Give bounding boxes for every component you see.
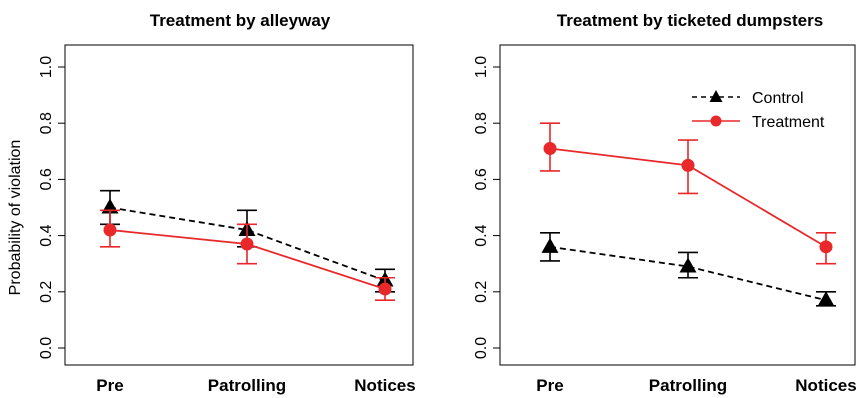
data-point-circle <box>543 141 557 155</box>
x-tick-label: Notices <box>354 376 415 395</box>
data-point-circle <box>819 240 833 254</box>
series-treatment <box>540 122 836 265</box>
chart-panel-2: Treatment by ticketed dumpsters 0.0 0.2 0.4… <box>473 11 857 395</box>
y-tick-label: 0.8 <box>473 112 490 134</box>
data-point-circle <box>103 223 117 237</box>
y-tick-label: 0.4 <box>38 224 55 246</box>
y-axis-label: Probability of violation <box>7 140 24 296</box>
series-line <box>549 245 827 302</box>
y-tick-label: 0.8 <box>38 112 55 134</box>
legend-label: Control <box>752 90 804 107</box>
x-tick-label: Patrolling <box>208 376 286 395</box>
y-tick-label: 0.2 <box>38 281 55 303</box>
data-point-circle <box>240 237 254 251</box>
y-tick-label: 1.0 <box>38 56 55 78</box>
data-point-circle <box>681 158 695 172</box>
plot-frame <box>499 44 856 366</box>
data-point-triangle <box>817 291 835 307</box>
chart-panel-1: Treatment by alleyway 0.0 0.2 0.4 0.6 0.8 1.0 P… <box>7 11 416 395</box>
x-tick-label: Pre <box>536 376 563 395</box>
x-tick-label: Pre <box>96 376 123 395</box>
legend-marker-circle <box>710 115 722 127</box>
data-point-triangle <box>679 257 697 273</box>
chart-title: Treatment by ticketed dumpsters <box>557 11 823 30</box>
x-tick-label: Patrolling <box>649 376 727 395</box>
legend-label: Treatment <box>752 114 825 131</box>
series-control <box>540 231 836 307</box>
y-tick-label: 0.4 <box>473 224 490 246</box>
plot-frame <box>64 44 414 366</box>
y-tick-label: 0.2 <box>473 281 490 303</box>
data-point-triangle <box>541 237 559 253</box>
series-treatment <box>100 209 395 302</box>
y-tick-label: 0.0 <box>473 337 490 359</box>
legend-marker-triangle <box>709 90 723 102</box>
y-tick-label: 1.0 <box>473 56 490 78</box>
chart-title: Treatment by alleyway <box>150 11 331 30</box>
y-tick-label: 0.6 <box>38 168 55 190</box>
legend: Control Treatment <box>692 90 825 131</box>
y-tick-label: 0.0 <box>38 337 55 359</box>
x-tick-label: Notices <box>795 376 856 395</box>
data-point-circle <box>378 282 392 296</box>
y-tick-label: 0.6 <box>473 168 490 190</box>
